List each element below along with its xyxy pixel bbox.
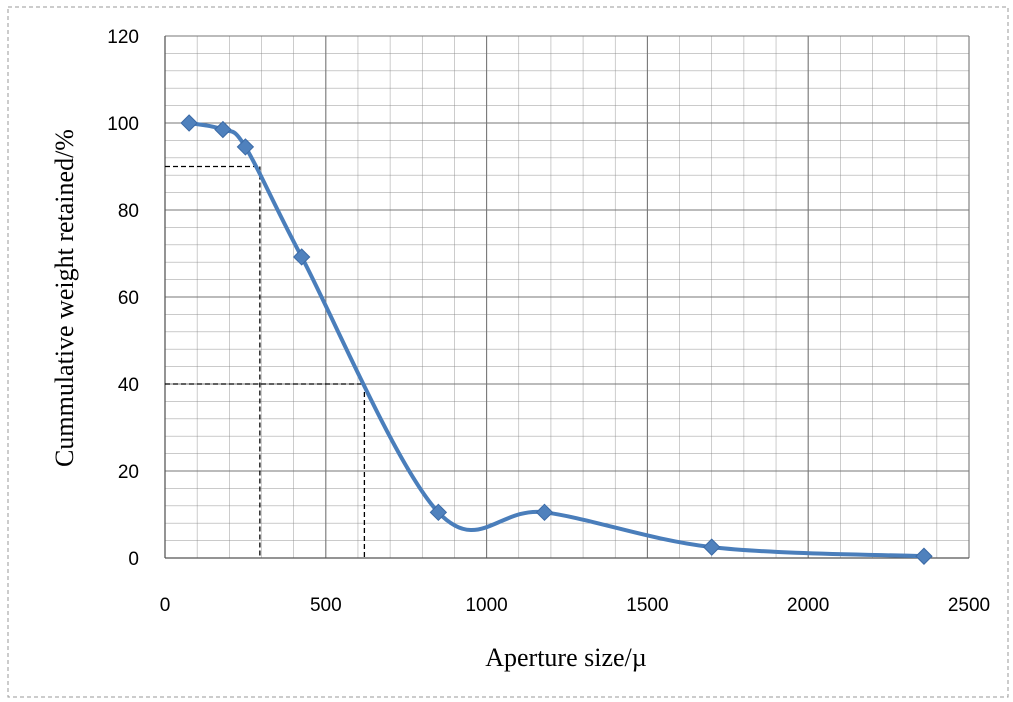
data-point-marker [915, 547, 933, 565]
x-tick-label: 1000 [465, 595, 507, 616]
x-tick-label: 2500 [948, 595, 990, 616]
y-tick-label: 60 [118, 288, 139, 309]
y-tick-label: 100 [107, 114, 139, 135]
data-point-marker [703, 538, 721, 556]
x-tick-label: 2000 [787, 595, 829, 616]
data-markers [180, 114, 933, 565]
series-line [187, 121, 926, 559]
major-grid [164, 35, 970, 559]
y-tick-label: 120 [107, 27, 139, 48]
data-point-marker [214, 120, 232, 139]
data-point-marker [535, 503, 554, 522]
page-border [7, 6, 1009, 698]
data-point-marker [292, 248, 311, 266]
data-point-marker [236, 138, 255, 156]
plot-area [164, 35, 970, 565]
x-tick-labels: 0 500 1000 1500 2000 2500 [160, 595, 990, 616]
y-tick-label: 20 [118, 462, 139, 483]
y-tick-labels: 0 20 40 60 80 100 120 [107, 27, 139, 570]
x-axis-title: Aperture size/µ [485, 643, 647, 672]
x-tick-label: 500 [310, 595, 342, 616]
y-axis-title: Cummulative weight retained/% [50, 129, 79, 467]
data-point-marker [180, 114, 198, 132]
x-tick-label: 1500 [626, 595, 668, 616]
x-tick-label: 0 [160, 595, 171, 616]
data-point-marker [429, 503, 448, 522]
y-tick-label: 0 [128, 549, 139, 570]
reference-lines [165, 165, 366, 558]
y-tick-label: 80 [118, 201, 139, 222]
y-tick-label: 40 [118, 375, 139, 396]
